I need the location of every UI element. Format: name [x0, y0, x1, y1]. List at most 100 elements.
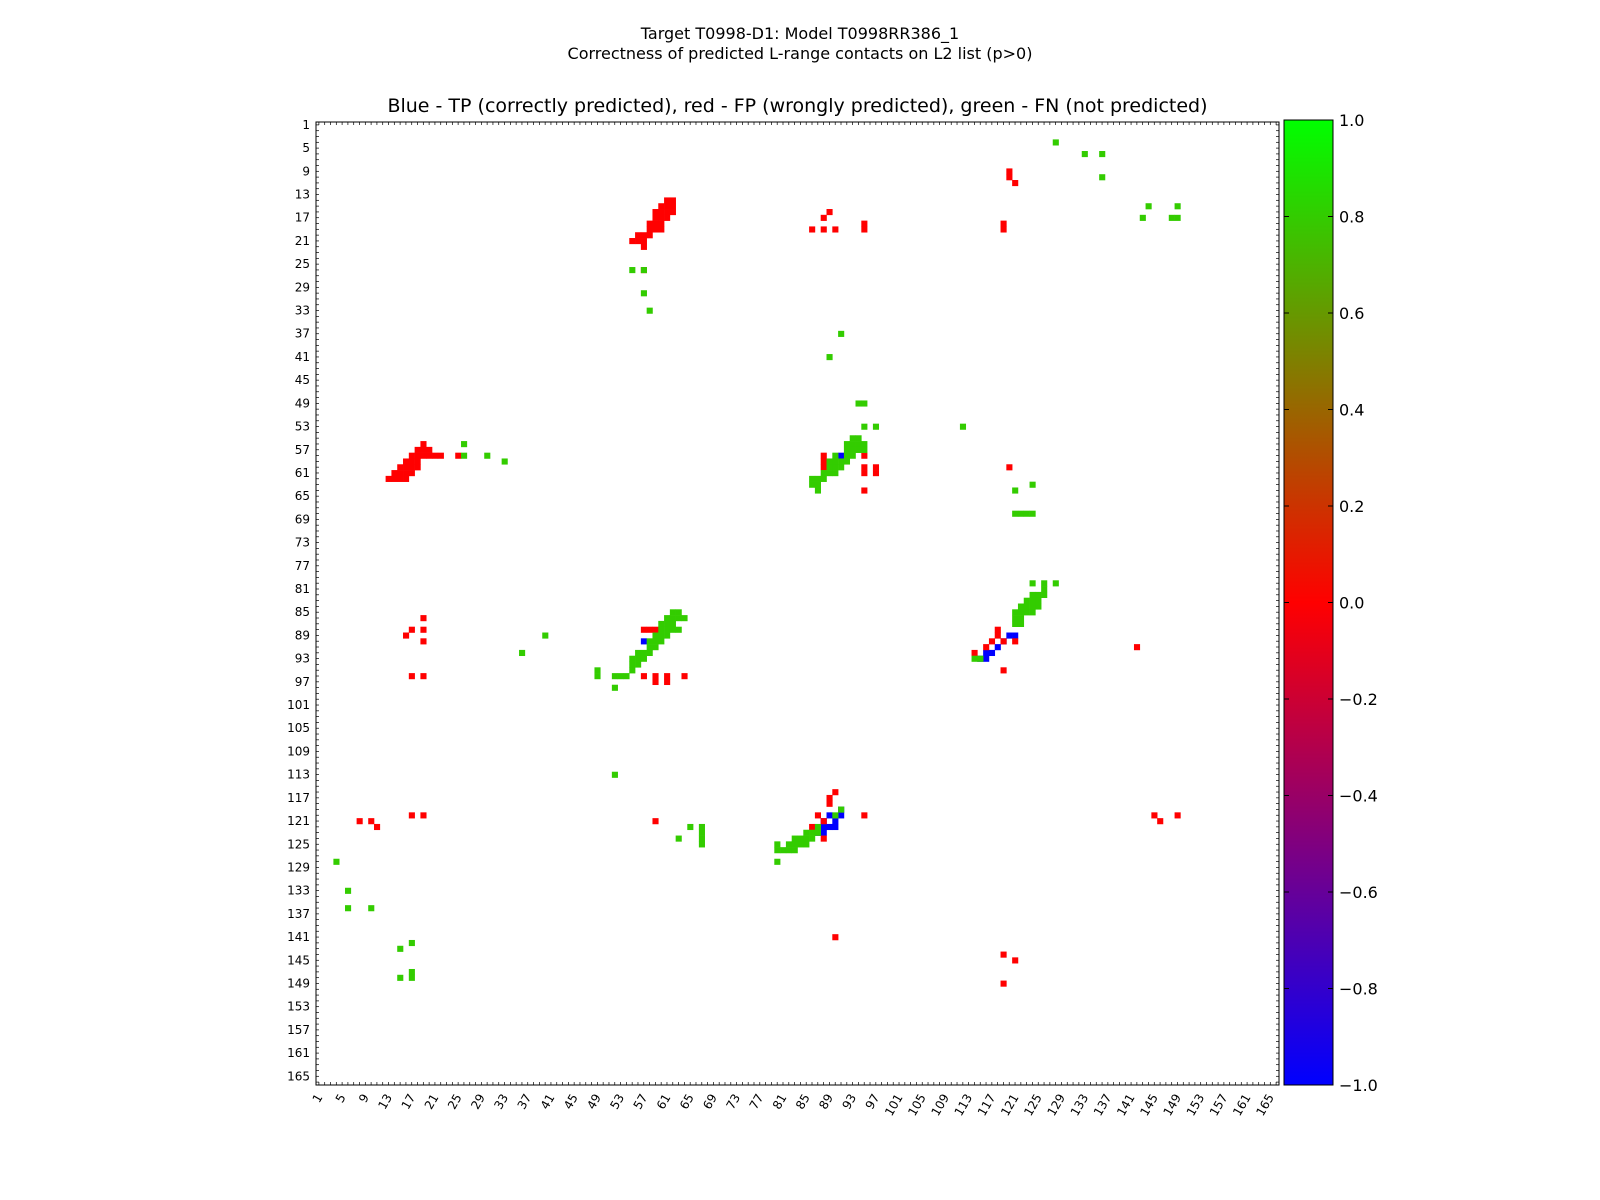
cell-fn	[774, 847, 781, 854]
cell-fn	[855, 400, 862, 407]
cell-fn	[687, 823, 694, 831]
cell-fp	[664, 197, 671, 204]
y-tick-label: 57	[295, 443, 310, 457]
cell-fp	[374, 823, 381, 831]
cell-tp	[1012, 632, 1019, 639]
cell-fp	[408, 470, 415, 477]
cell-fn	[664, 620, 671, 627]
cell-fn	[1017, 603, 1025, 610]
cell-fp	[414, 464, 421, 471]
cell-fn	[1012, 620, 1019, 627]
y-tick-label: 81	[295, 582, 310, 596]
cell-fp	[414, 446, 421, 453]
y-tick-label: 149	[287, 976, 310, 990]
cell-fn	[1099, 174, 1106, 181]
x-tick-label: 161	[1230, 1092, 1254, 1119]
x-tick-label: 149	[1160, 1092, 1184, 1119]
cell-fn	[698, 841, 705, 848]
colorbar-tick-label: −0.2	[1339, 690, 1378, 709]
cell-fp	[652, 673, 659, 680]
y-tick-label: 165	[287, 1069, 310, 1083]
cell-fp	[820, 214, 827, 221]
cell-fn	[594, 673, 601, 680]
cell-fn	[838, 806, 845, 813]
cell-fp	[1000, 980, 1007, 987]
cell-fn	[519, 649, 526, 657]
cell-fn	[814, 481, 821, 488]
figure-title-line2: Correctness of predicted L-range contact…	[567, 44, 1033, 63]
cell-fp	[1000, 638, 1007, 645]
x-tick-label: 33	[491, 1092, 511, 1112]
colorbar-tick-label: 1.0	[1339, 111, 1364, 130]
cell-fp	[820, 464, 827, 471]
cell-fp	[809, 226, 816, 233]
cell-fn	[611, 771, 618, 778]
cell-fp	[832, 934, 839, 941]
cell-fp	[658, 220, 665, 227]
cell-fn	[1035, 603, 1042, 610]
cell-fn	[629, 267, 636, 274]
cell-fn	[345, 887, 352, 894]
cell-fn	[333, 858, 340, 865]
cell-fn	[1174, 214, 1181, 221]
y-tick-label: 153	[287, 1000, 310, 1014]
cell-fn	[843, 452, 851, 459]
cell-fn	[669, 609, 676, 616]
y-tick-label: 145	[287, 953, 310, 967]
cell-fn	[1029, 591, 1036, 598]
y-tick-label: 49	[295, 396, 310, 410]
x-tick-label: 53	[607, 1092, 627, 1112]
cell-fp	[664, 214, 671, 221]
cell-fn	[640, 649, 647, 657]
colorbar: 1.0 0.8 0.6 0.4 0.2 0.0 −0.2 −0.4 −0.6 −0.8 −1.0	[1283, 111, 1378, 1095]
cell-fp	[994, 632, 1001, 639]
cell-fn	[1012, 615, 1019, 622]
cell-fn	[820, 470, 827, 477]
cell-fn	[640, 267, 647, 274]
cell-fn	[826, 464, 833, 471]
cell-fp	[426, 452, 433, 459]
cell-fn	[484, 452, 491, 459]
x-tick-label: 141	[1114, 1092, 1138, 1119]
cell-fn	[1017, 609, 1025, 616]
cell-fp	[640, 243, 647, 250]
cell-fn	[698, 829, 705, 836]
cell-fn	[635, 661, 642, 668]
x-tick-label: 101	[882, 1092, 906, 1119]
cell-fp	[1000, 220, 1007, 227]
cell-fp	[820, 458, 827, 465]
cell-fn	[368, 905, 375, 912]
y-tick-label: 73	[295, 536, 310, 550]
y-tick-label: 109	[287, 744, 310, 758]
cell-fp	[658, 214, 665, 221]
cell-fp	[681, 673, 688, 680]
cell-fn	[646, 649, 653, 657]
cell-fn	[658, 626, 665, 633]
y-tick-label: 93	[295, 652, 310, 666]
cell-tp	[832, 818, 839, 825]
cell-fp	[820, 818, 827, 825]
cell-tp	[983, 655, 990, 662]
y-tick-label: 9	[302, 164, 310, 178]
x-tick-label: 17	[399, 1092, 419, 1112]
cell-fn	[1017, 615, 1025, 622]
cell-fp	[356, 818, 363, 825]
cell-fn	[855, 435, 862, 442]
cell-fp	[368, 818, 375, 825]
cell-fp	[640, 626, 647, 633]
cell-fp	[872, 470, 880, 477]
cell-fn	[397, 945, 404, 952]
cell-fn	[832, 470, 839, 477]
cell-fn	[658, 638, 665, 645]
cell-fn	[803, 829, 810, 836]
y-tick-label: 133	[287, 884, 310, 898]
colorbar-tick-label: −0.4	[1339, 787, 1378, 806]
cell-fp	[640, 238, 647, 245]
cell-fn	[501, 458, 508, 465]
y-tick-label: 37	[295, 327, 310, 341]
cell-fp	[646, 232, 653, 239]
cell-fn	[774, 858, 781, 865]
cell-fp	[652, 214, 659, 221]
x-tick-label: 9	[356, 1092, 372, 1106]
cell-fn	[675, 835, 682, 842]
